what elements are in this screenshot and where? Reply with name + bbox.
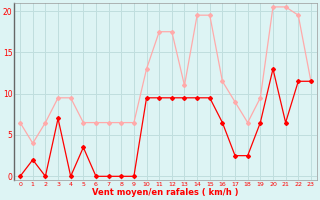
X-axis label: Vent moyen/en rafales ( km/h ): Vent moyen/en rafales ( km/h ) (92, 188, 239, 197)
